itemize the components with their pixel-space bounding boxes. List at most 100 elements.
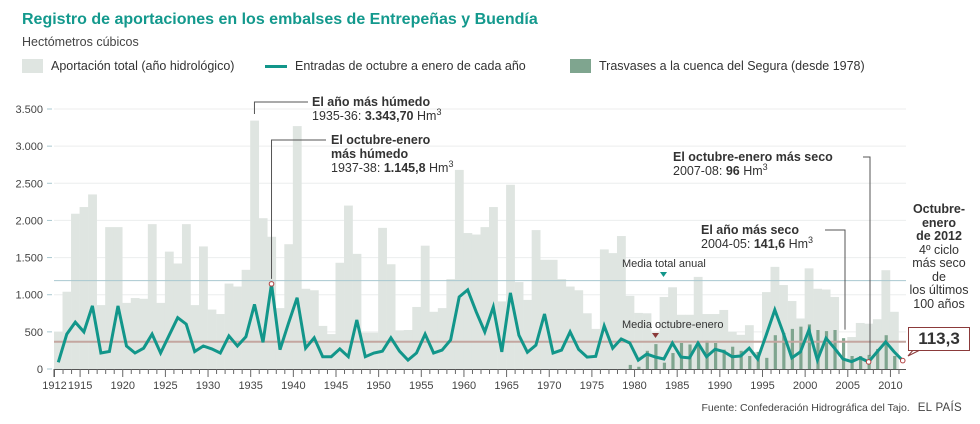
leader-driest-year [825, 229, 846, 330]
legend-swatch-entradas [265, 64, 287, 68]
x-tick-label: 1945 [324, 380, 348, 392]
bar-aportacion-1919 [113, 227, 123, 369]
footer: Fuente: Confederación Hidrográfica del T… [702, 402, 962, 414]
x-tick-label: 1975 [580, 380, 604, 392]
bar-trasvase-1995 [765, 357, 769, 369]
legend-label-aportacion: Aportación total (año hidrológico) [51, 59, 235, 73]
annotation-driest-year-title: El año más seco [701, 223, 799, 237]
source-text: Fuente: Confederación Hidrográfica del T… [701, 402, 910, 414]
annotation-wettest-year-value: 1935-36: 3.343,70 Hm3 [312, 107, 441, 123]
x-tick-label: 2010 [878, 380, 902, 392]
chart-subtitle: Hectómetros cúbicos [22, 35, 139, 49]
highlight-point-2007 [865, 359, 872, 365]
side-note-line-1: 4º ciclo [919, 242, 959, 257]
bar-aportacion-1933 [233, 286, 242, 369]
bar-aportacion-1987 [693, 276, 703, 369]
x-tick-label: 1970 [537, 380, 561, 392]
bar-aportacion-1945 [335, 262, 345, 369]
x-tick-label: 1960 [452, 380, 476, 392]
x-tick-label: 2005 [836, 380, 860, 392]
bar-aportacion-1977 [608, 253, 618, 369]
bar-aportacion-2009 [881, 270, 891, 369]
bar-trasvase-1984 [671, 353, 675, 369]
annotation-wettest-oct-title-2: más húmedo [331, 147, 408, 161]
leader-wettest-year [253, 101, 308, 114]
y-tick-label: 1.500 [15, 253, 43, 265]
side-note-line-4: los últimos [909, 283, 969, 297]
bar-aportacion-1996 [770, 266, 780, 369]
annotation-wettest-oct-title: El octubre-enero [331, 133, 431, 147]
annotation-leaders [253, 101, 871, 356]
bar-aportacion-1918 [105, 227, 115, 369]
bar-trasvase-1997 [782, 332, 786, 369]
bar-aportacion-1948 [361, 332, 370, 369]
bar-aportacion-1967 [523, 299, 532, 369]
bar-trasvase-2008 [876, 348, 880, 369]
bar-aportacion-1983 [659, 296, 669, 369]
bar-aportacion-1973 [574, 290, 584, 369]
y-tick-label: 1.000 [15, 290, 43, 302]
bar-aportacion-1936 [258, 218, 268, 369]
bar-aportacion-1924 [156, 302, 166, 369]
side-note-bold-1: Octubre- [912, 202, 966, 216]
x-tick-label: 1980 [622, 380, 646, 392]
bar-trasvase-2001 [816, 330, 820, 369]
bar-trasvase-2009 [884, 335, 888, 369]
y-tick-label: 2.000 [15, 215, 43, 227]
bar-aportacion-1917 [96, 305, 106, 369]
legend-label-entradas: Entradas de octubre a enero de cada año [295, 59, 526, 73]
bar-aportacion-1978 [616, 236, 626, 369]
x-tick-label: 1915 [68, 380, 92, 392]
bar-trasvase-2004 [841, 338, 846, 369]
x-tick-label: 1985 [665, 380, 689, 392]
bar-aportacion-1964 [497, 301, 507, 369]
legend-swatch-aportacion [22, 59, 43, 73]
leader-wettest-oct [271, 139, 326, 279]
bar-trasvase-1979 [628, 364, 632, 369]
bar-trasvase-1983 [662, 362, 667, 369]
bar-aportacion-2008 [872, 319, 882, 369]
bar-aportacion-1990 [719, 309, 729, 369]
bar-aportacion-1960 [463, 233, 473, 369]
side-note-bold-2: enero [921, 215, 957, 230]
annotation-wettest-year-title: El año más húmedo [312, 95, 430, 109]
bar-aportacion-2005 [847, 337, 857, 369]
chart-title: Registro de aportaciones en los embalses… [22, 11, 538, 28]
bar-aportacion-2006 [855, 322, 865, 369]
bar-trasvase-2002 [824, 331, 829, 369]
bar-trasvase-1990 [722, 349, 726, 369]
legend-label-trasvases: Trasvases a la cuenca del Segura (desde … [599, 59, 865, 73]
x-tick-label: 1995 [750, 380, 774, 392]
x-tick-label: 1990 [708, 380, 732, 392]
bar-aportacion-1941 [301, 288, 311, 369]
x-tick-label: 1940 [281, 380, 305, 392]
bar-aportacion-1956 [429, 311, 439, 369]
line-entradas [56, 283, 904, 365]
bar-trasvase-1993 [748, 356, 752, 369]
annotation-driest-year-value: 2004-05: 141,6 Hm3 [701, 235, 813, 251]
highlight-point-2011 [899, 357, 906, 364]
x-tick-label: 2000 [793, 380, 817, 392]
bar-trasvase-1996 [773, 335, 777, 369]
x-tick-label: 1965 [494, 380, 518, 392]
bar-aportacion-1975 [591, 328, 601, 369]
bar-aportacion-1940 [292, 126, 302, 369]
bar-aportacion-1976 [599, 249, 609, 369]
legend-item-trasvases: Trasvases a la cuenca del Segura (desde … [570, 59, 865, 73]
bar-trasvase-1989 [714, 343, 718, 369]
y-tick-label: 500 [25, 327, 43, 339]
bar-aportacion-2001 [813, 288, 822, 369]
bar-trasvase-1998 [790, 328, 794, 369]
bar-aportacion-1925 [164, 251, 174, 369]
bar-aportacion-1921 [130, 298, 140, 369]
bar-aportacion-1916 [88, 194, 97, 369]
bar-aportacion-1953 [403, 330, 413, 369]
bar-aportacion-1930 [207, 309, 217, 369]
bar-aportacion-1963 [489, 207, 498, 369]
bar-aportacion-1962 [480, 227, 490, 369]
bar-aportacion-1968 [531, 230, 541, 369]
x-tick-label: 1925 [153, 380, 177, 392]
bar-aportacion-1934 [241, 269, 251, 369]
bar-aportacion-1979 [625, 295, 635, 369]
y-tick-label: 2.500 [15, 178, 43, 190]
